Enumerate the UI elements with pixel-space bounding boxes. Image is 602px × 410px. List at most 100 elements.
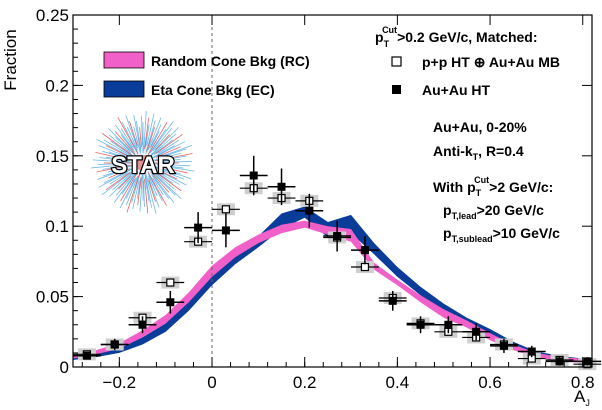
logo-ray (153, 141, 186, 158)
logo-ray (108, 151, 132, 160)
auau-point (388, 296, 397, 305)
logo-ray (150, 171, 170, 193)
star-logo-text: STAR (111, 152, 175, 179)
logo-ray (148, 177, 160, 208)
logo-ray (155, 175, 182, 199)
logo-ray (97, 163, 126, 165)
auau-point (333, 232, 342, 241)
logo-ray (108, 128, 137, 157)
logo-ray (158, 159, 181, 162)
logo-ray (152, 127, 173, 151)
logo-ray (115, 136, 131, 151)
auau-point (166, 298, 175, 307)
auau-point (194, 223, 203, 232)
y-tick-label: 0.2 (45, 76, 69, 95)
legend-label-rc: Random Cone Bkg (RC) (151, 53, 310, 69)
annotation-system: Au+Au, 0-20% (433, 119, 527, 135)
logo-ray (146, 127, 155, 152)
logo-ray (147, 117, 162, 151)
logo-ray (154, 153, 193, 162)
auau-point (221, 226, 230, 235)
logo-ray (92, 159, 132, 163)
auau-point (305, 206, 314, 215)
auau-point (555, 357, 564, 366)
logo-ray (152, 175, 170, 199)
legend-swatch-rc (103, 51, 145, 69)
annotations: Au+Au, 0-20% Anti-kT, R=0.4 With pTCut>2… (433, 119, 560, 244)
logo-ray (148, 175, 158, 197)
logo-ray (105, 145, 129, 157)
auau-point (277, 182, 286, 191)
logo-ray (96, 139, 128, 156)
logo-ray (120, 171, 139, 202)
plot-frame (72, 14, 593, 368)
logo-ray (132, 180, 140, 210)
y-tick-label: 0.1 (45, 217, 69, 236)
logo-ray (148, 173, 163, 201)
logo-ray (108, 168, 131, 179)
auau-point (416, 320, 425, 329)
logo-core (135, 155, 151, 171)
logo-ray (157, 169, 178, 180)
logo-ray (141, 115, 143, 146)
logo-ray (151, 167, 180, 185)
logo-ray (102, 168, 127, 177)
logo-ray (133, 126, 141, 154)
logo-ray (125, 115, 138, 149)
logo-ray (135, 121, 142, 150)
auau-point (249, 171, 258, 180)
logo-ray (105, 156, 128, 161)
auau-point (472, 327, 481, 336)
logo-ray (133, 114, 142, 152)
logo-ray (121, 172, 137, 195)
annotation-algo: Anti-kT, R=0.4 (433, 143, 524, 162)
y-tick-label: 0 (60, 358, 69, 377)
logo-ray (149, 127, 179, 157)
logo-ray (147, 171, 167, 206)
logo-ray (153, 139, 173, 155)
logo-ray (156, 155, 187, 162)
logo-ray (160, 166, 188, 174)
y-tick-label: 0.15 (36, 147, 69, 166)
logo-ray (158, 165, 195, 172)
logo-ray (137, 176, 142, 206)
logo-ray (117, 117, 139, 155)
logo-ray (136, 178, 141, 199)
logo-ray (103, 168, 133, 184)
logo-ray (151, 133, 177, 156)
logo-ray (126, 174, 140, 213)
logo-ray (103, 139, 135, 159)
x-tick-label: 0 (207, 373, 216, 392)
legend-marker-filled-square (392, 85, 401, 94)
logo-ray (121, 122, 138, 153)
logo-ray (108, 134, 131, 154)
x-tick-label: 0.8 (571, 373, 595, 392)
auau-point (499, 341, 508, 350)
x-axis-title-sub: J (585, 398, 590, 408)
pp-point (221, 205, 231, 214)
logo-ray (131, 172, 141, 203)
x-axis-title-main: A (574, 387, 586, 406)
logo-ray (145, 172, 157, 214)
legend-markers-header: pTCut>0.2 GeV/c, Matched: (375, 25, 538, 49)
logo-ray (109, 172, 129, 185)
logo-ray (96, 164, 132, 173)
logo-ray (154, 170, 182, 192)
logo-ray (144, 176, 150, 202)
logo-ray (144, 174, 152, 208)
auau-point (583, 357, 592, 366)
x-tick-label: 0.2 (293, 373, 317, 392)
data-points (73, 155, 602, 371)
logo-ray (91, 164, 128, 169)
x-axis-title: AJ (574, 387, 590, 408)
logo-ray (154, 166, 192, 179)
legend-swatch-ec (103, 80, 145, 98)
logo-ray (151, 145, 175, 159)
logo-ray (109, 169, 137, 197)
y-tick-label: 0.25 (36, 6, 69, 25)
logo-ray (155, 146, 181, 158)
legend-bands: Random Cone Bkg (RC) Eta Cone Bkg (EC) (103, 51, 310, 98)
auau-point (444, 320, 453, 329)
logo-ray (155, 172, 175, 190)
logo-ray (147, 122, 168, 155)
